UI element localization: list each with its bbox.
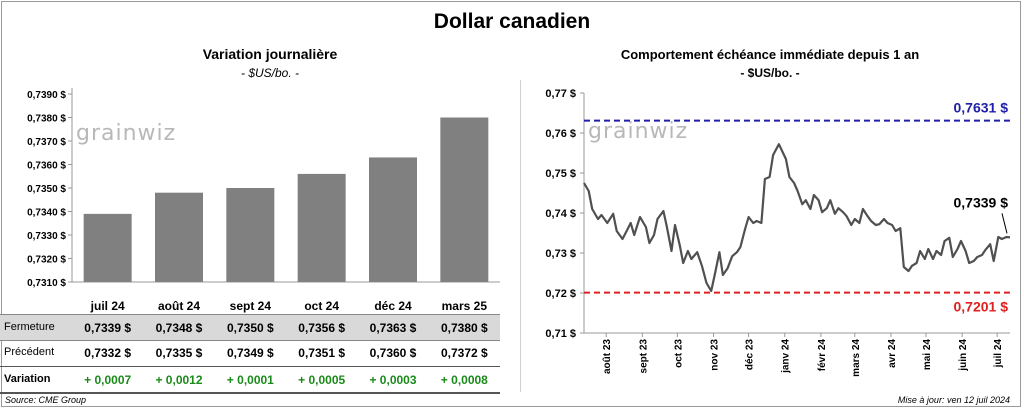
bar xyxy=(83,213,132,282)
y-tick-label: 0,7320 $ xyxy=(27,255,66,266)
bar xyxy=(440,117,489,282)
y-tick-label: 0,76 $ xyxy=(545,128,576,140)
y-tick-label: 0,73 $ xyxy=(545,248,576,260)
table-cell: 0,7339 $ xyxy=(84,321,132,335)
table-cell: + 0,0008 xyxy=(440,373,488,387)
x-tick-label: août 24 xyxy=(158,299,200,313)
table-cell: 0,7372 $ xyxy=(440,346,488,360)
x-tick-label: déc 24 xyxy=(374,299,412,313)
bar xyxy=(369,157,417,282)
table-cell: 0,7380 $ xyxy=(440,321,488,335)
row-label: Variation xyxy=(4,373,51,385)
source-note: Source: CME Group xyxy=(5,395,87,405)
table-row: Fermeture 0,7339 $ 0,7348 $ 0,7350 $ 0,7356 … xyxy=(0,314,500,341)
table-cell: 0,7332 $ xyxy=(84,346,132,360)
y-tick-label: 0,7390 $ xyxy=(27,90,66,101)
left-chart-title: Variation journalière xyxy=(202,46,338,62)
x-tick-label: oct 23 xyxy=(673,339,684,368)
x-tick-label: oct 24 xyxy=(304,299,339,313)
bar xyxy=(297,173,346,282)
x-tick-label: juin 24 xyxy=(958,339,969,372)
x-tick-label: sept 24 xyxy=(230,299,272,313)
x-tick-label: janv 24 xyxy=(781,339,792,374)
row-label: Fermeture xyxy=(4,321,55,333)
bar xyxy=(155,192,203,282)
panel-divider xyxy=(520,80,521,392)
y-tick-label: 0,7360 $ xyxy=(27,161,66,172)
bar-chart: 0,7310 $ 0,7320 $ 0,7330 $ 0,7340 $ 0,7350 $… xyxy=(27,88,500,313)
x-tick-label: déc 23 xyxy=(745,339,756,371)
last-value-label: 0,7339 $ xyxy=(954,194,1009,210)
table-cell: + 0,0005 xyxy=(298,373,346,387)
x-tick-label: août 23 xyxy=(602,339,613,374)
x-tick-label: mars 24 xyxy=(851,339,862,377)
row-label: Précédent xyxy=(4,346,55,358)
y-tick-label: 0,7330 $ xyxy=(27,231,66,242)
line-chart: 0,71 $ 0,72 $ 0,73 $ 0,74 $ 0,75 $ 0,76 $ 0,77… xyxy=(545,88,1011,377)
y-tick-label: 0,77 $ xyxy=(545,88,576,100)
table-cell: 0,7335 $ xyxy=(155,346,203,360)
x-tick-label: juil 24 xyxy=(993,339,1004,369)
table-cell: 0,7348 $ xyxy=(155,321,203,335)
y-tick-label: 0,75 $ xyxy=(545,168,576,180)
table-row: Précédent 0,7332 $ 0,7335 $ 0,7349 $ 0,7351 … xyxy=(0,340,500,365)
y-tick-label: 0,7310 $ xyxy=(27,278,66,289)
watermark-logo: grainwiz xyxy=(76,121,176,146)
table-cell: 0,7356 $ xyxy=(298,321,346,335)
y-tick-label: 0,7370 $ xyxy=(27,137,66,148)
y-tick-label: 0,71 $ xyxy=(545,328,576,340)
watermark-logo: grainwiz xyxy=(588,119,688,144)
high-label: 0,7631 $ xyxy=(954,100,1009,116)
x-tick-label: juil 24 xyxy=(90,299,125,313)
table-cell: + 0,0007 xyxy=(84,373,132,387)
y-tick-label: 0,72 $ xyxy=(545,288,576,300)
table-cell: 0,7363 $ xyxy=(369,321,417,335)
price-line xyxy=(583,143,1011,293)
y-tick-label: 0,7380 $ xyxy=(27,114,66,125)
page-title: Dollar canadien xyxy=(433,10,591,33)
table-cell: + 0,0001 xyxy=(226,373,274,387)
table-cell: + 0,0003 xyxy=(369,373,417,387)
left-chart-subtitle: - $US/bo. - xyxy=(240,66,300,80)
low-label: 0,7201 $ xyxy=(954,299,1009,315)
table-cell: 0,7351 $ xyxy=(298,346,346,360)
table-cell: + 0,0012 xyxy=(155,373,203,387)
x-tick-label: nov 23 xyxy=(710,339,721,371)
y-tick-label: 0,7340 $ xyxy=(27,208,66,219)
x-tick-label: avr 24 xyxy=(887,339,898,368)
table-cell: 0,7349 $ xyxy=(226,346,274,360)
right-chart-title: Comportement échéance immédiate depuis 1… xyxy=(620,47,920,62)
x-tick-label: mars 25 xyxy=(442,299,488,313)
x-tick-label: mai 24 xyxy=(922,339,933,371)
table-row: Variation + 0,0007 + 0,0012 + 0,0001 + 0,000… xyxy=(0,366,500,394)
y-tick-label: 0,74 $ xyxy=(545,208,576,220)
x-tick-label: sept 23 xyxy=(638,339,649,374)
x-tick-label: févr 24 xyxy=(817,339,828,372)
table-cell: 0,7360 $ xyxy=(369,346,417,360)
table-cell: 0,7350 $ xyxy=(226,321,274,335)
right-chart-subtitle: - $US/bo. - xyxy=(740,66,800,80)
bar xyxy=(226,188,275,282)
last-value-leader xyxy=(1001,213,1008,234)
update-note: Mise à jour: ven 12 juil 2024 xyxy=(897,395,1010,405)
y-tick-label: 0,7350 $ xyxy=(27,184,66,195)
